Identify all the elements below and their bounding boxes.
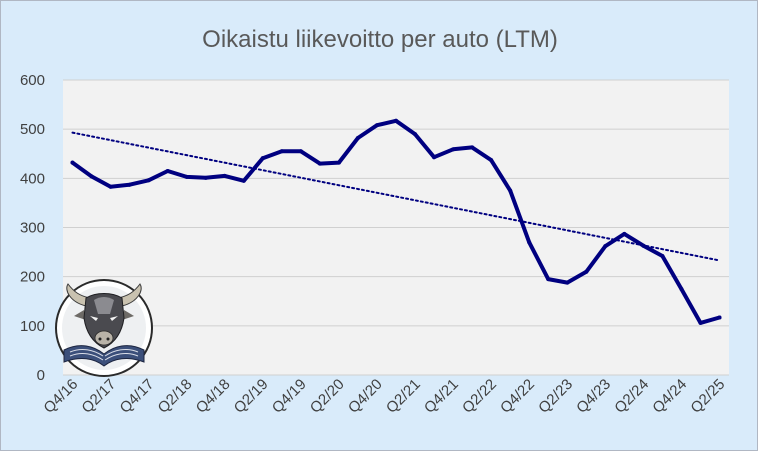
data-point [584, 269, 589, 274]
data-point [679, 286, 684, 291]
y-tick-label: 600 [20, 72, 45, 89]
data-point [89, 174, 94, 179]
data-point [394, 118, 398, 123]
x-tick-label: Q4/16 [40, 376, 81, 417]
x-tick-label: Q4/22 [497, 376, 538, 417]
x-tick-label: Q4/17 [117, 376, 158, 417]
bull-reading-book-icon [55, 279, 153, 377]
y-tick-label: 0 [37, 367, 45, 384]
data-point [641, 243, 646, 248]
y-tick-label: 200 [20, 269, 45, 286]
data-point [298, 149, 303, 154]
data-point [546, 277, 551, 282]
data-point [260, 156, 265, 161]
trend-line [71, 131, 721, 262]
x-tick-label: Q2/21 [383, 376, 424, 417]
x-tick-label: Q2/25 [687, 376, 728, 417]
data-point [374, 123, 379, 128]
x-tick-label: Q4/24 [649, 376, 690, 417]
y-tick-label: 500 [20, 121, 45, 138]
y-tick-label: 400 [20, 170, 45, 187]
data-point [241, 178, 246, 183]
data-point [717, 315, 722, 320]
data-point [527, 240, 532, 245]
data-point [146, 178, 151, 183]
data-point [127, 182, 132, 187]
data-point [108, 184, 113, 189]
data-point [222, 173, 227, 178]
data-point [451, 147, 456, 152]
data-point [622, 231, 627, 236]
x-tick-label: Q4/18 [193, 376, 234, 417]
chart-title: Oikaistu liikevoitto per auto (LTM) [202, 26, 558, 53]
data-point [432, 155, 437, 160]
data-point [470, 145, 475, 150]
data-point [336, 160, 341, 165]
y-tick-label: 100 [20, 318, 45, 335]
data-point [698, 320, 703, 325]
x-tick-label: Q2/19 [231, 376, 272, 417]
gridlines [63, 79, 729, 376]
data-point [70, 160, 75, 165]
x-tick-label: Q2/18 [155, 376, 196, 417]
y-axis-ticks: 0 100 200 300 400 500 600 [20, 72, 45, 384]
x-tick-label: Q2/20 [307, 376, 348, 417]
x-tick-label: Q4/19 [269, 376, 310, 417]
data-point [203, 175, 208, 180]
data-point [355, 136, 360, 141]
data-point [279, 149, 284, 154]
x-tick-label: Q2/23 [535, 376, 576, 417]
x-tick-label: Q2/22 [459, 376, 500, 417]
data-point [317, 161, 322, 166]
x-tick-label: Q4/23 [573, 376, 614, 417]
x-tick-label: Q2/17 [78, 376, 119, 417]
x-tick-label: Q2/24 [611, 376, 652, 417]
x-tick-label: Q4/21 [421, 376, 462, 417]
data-point [660, 254, 665, 259]
data-point [165, 168, 170, 173]
data-point [603, 244, 608, 249]
data-point [184, 174, 189, 179]
x-tick-label: Q4/20 [345, 376, 386, 417]
y-tick-label: 300 [20, 220, 45, 237]
x-axis-ticks: Q4/16Q2/17Q4/17Q2/18Q4/18Q2/19Q4/19Q2/20… [40, 376, 728, 417]
data-point [565, 280, 570, 285]
data-points [70, 118, 722, 325]
data-point [508, 188, 513, 193]
data-point [413, 132, 418, 137]
data-point [489, 158, 494, 163]
